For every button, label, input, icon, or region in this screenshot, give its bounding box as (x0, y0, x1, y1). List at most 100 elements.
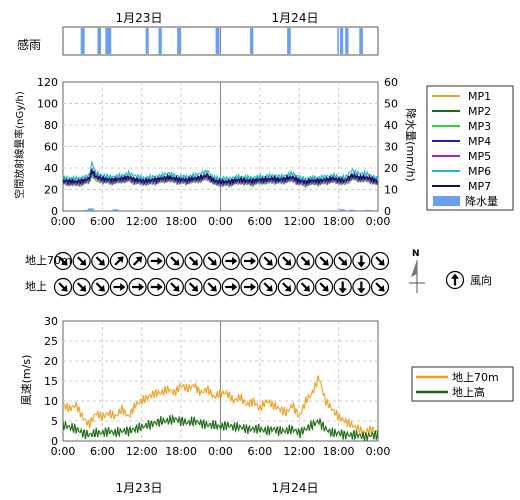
wind-arrow-r1-7-shaft (188, 282, 197, 290)
wind-arrow-r0-4-shaft (132, 258, 141, 266)
wind-arrow-r0-12-shaft (282, 256, 290, 264)
wind-arrow-r0-3-shaft (114, 258, 122, 266)
wind-arrow-r0-0 (53, 251, 73, 271)
wind-chart-xtick-2: 12:00 (126, 445, 158, 458)
wind-arrow-r1-6-shaft (170, 282, 178, 290)
wind-arrow-r1-5 (147, 277, 166, 297)
wind-arrow-r1-16-head (357, 288, 366, 294)
wind-arrow-r1-1 (72, 277, 91, 297)
wind-arrow-r1-8-shaft (207, 282, 215, 290)
wind-arrow-r1-8 (203, 277, 222, 297)
wind-arrow-r1-4 (128, 277, 147, 297)
wind-arrow-r0-11-head (266, 259, 273, 266)
wind-arrow-r0-11 (259, 251, 278, 271)
dose-chart-xtick-1: 6:00 (90, 215, 115, 228)
legend-swatch-rain (433, 196, 460, 206)
wind-arrow-r1-8-glyph (207, 282, 217, 292)
wind-arrow-r0-8-glyph (207, 256, 217, 266)
legend-label-rain: 降水量 (465, 194, 498, 208)
wind-arrow-r1-1-head (79, 285, 87, 292)
wind-arrow-r1-13 (296, 277, 315, 297)
wind-arrow-r0-9 (221, 251, 240, 271)
wind-arrow-r0-14 (314, 251, 334, 271)
wind-arrow-r0-16-head (357, 262, 366, 268)
dose-chart-ytick-4: 80 (44, 119, 58, 132)
wind-arrow-r1-3-glyph (113, 283, 126, 291)
rain-interval-8 (287, 28, 291, 54)
wind-arrow-r1-10-glyph (243, 283, 256, 291)
date-label-top-2: 1月24日 (272, 11, 319, 25)
wind-arrow-r1-16-glyph (357, 281, 366, 294)
dose-chart-bar-6 (322, 210, 329, 211)
dose-chart-bar-5 (230, 210, 237, 211)
wind-arrow-r1-9-head (232, 283, 238, 291)
wind-arrow-r0-6-head (172, 259, 180, 266)
wind-arrow-r1-14-shaft (319, 282, 327, 290)
dose-chart-xtick-2: 12:00 (126, 215, 158, 228)
wind-arrow-r0-9-glyph (225, 257, 238, 265)
wind-arrow-r0-7-shaft (188, 256, 197, 264)
legend-label-MP1: MP1 (468, 90, 491, 103)
wind-arrow-r1-11-shaft (263, 282, 271, 290)
wind-chart-xtick-4: 0:00 (208, 445, 233, 458)
wind-arrow-r1-15-head (338, 288, 347, 294)
wind-arrow-r0-12-glyph (282, 256, 292, 266)
wind-arrow-r0-13-glyph (300, 256, 311, 266)
wind-arrow-r1-7-glyph (188, 282, 199, 292)
wind-arrow-r1-2-glyph (95, 282, 105, 292)
wind-arrow-r1-13-glyph (300, 282, 311, 292)
dose-chart-xtick-3: 18:00 (165, 215, 197, 228)
north-compass-icon (409, 260, 425, 293)
wind-arrow-r0-17-head (378, 259, 385, 266)
legend-label-MP7: MP7 (468, 180, 491, 193)
wind-arrow-r0-0-glyph (58, 256, 68, 266)
wind-arrow-r0-5-head (157, 257, 163, 265)
wind-arrow-r1-15-glyph (338, 281, 347, 294)
wind-arrow-r0-7-head (191, 259, 199, 266)
dose-chart-series-MP7 (62, 169, 379, 186)
dose-chart-xtick-8: 0:00 (366, 215, 391, 228)
wind-arrow-r0-11-glyph (263, 256, 273, 266)
wind-arrow-r0-14-glyph (319, 256, 329, 266)
rain-sensor-strip (62, 26, 379, 56)
wind-chart-ytick-3: 15 (44, 375, 58, 388)
wind-dir-legend-arrow-head (451, 273, 459, 279)
rain-interval-10 (339, 28, 344, 54)
wind-chart-xtick-6: 12:00 (283, 445, 315, 458)
dose-chart-bar-1 (87, 208, 94, 211)
wind-arrow-r1-17-glyph (375, 282, 385, 292)
dose-chart-y2tick-0: 0 (384, 205, 391, 218)
wind-arrow-r1-5-glyph (150, 283, 163, 291)
wind-arrow-r0-17-shaft (375, 256, 383, 264)
wind-arrow-r1-1-glyph (76, 282, 87, 292)
wind-arrow-r1-4-glyph (132, 283, 145, 291)
dose-chart-xtick-7: 18:00 (323, 215, 355, 228)
wind-arrow-r0-17-glyph (375, 256, 385, 266)
legend-label-MP5: MP5 (468, 150, 491, 163)
rain-sensor-label: 感雨 (17, 37, 41, 52)
wind-arrow-r0-2 (91, 251, 110, 271)
wind-arrow-r0-1 (72, 251, 91, 271)
date-label-top-1: 1月23日 (116, 11, 163, 25)
wind-arrow-r0-16 (352, 251, 371, 271)
dose-chart-y2tick-2: 20 (384, 162, 398, 175)
wind-arrow-r0-0-head (61, 259, 68, 266)
wind-dir-row-label-2: 地上 (25, 280, 47, 293)
dose-chart-bar-7 (338, 209, 345, 211)
wind-legend-frame (411, 366, 514, 402)
wind-arrow-r0-9-head (232, 257, 238, 265)
dose-chart-y2tick-6: 60 (384, 76, 398, 89)
wind-arrow-r1-16 (352, 277, 371, 297)
rain-interval-2 (105, 28, 112, 54)
rain-interval-9 (337, 28, 339, 54)
wind-arrow-r1-10-head (250, 283, 256, 291)
wind-arrow-r1-12-glyph (282, 282, 292, 292)
wind-arrow-r1-6 (165, 277, 184, 297)
wind-arrow-r0-16-glyph (357, 255, 366, 268)
wind-arrow-r0-17 (370, 251, 390, 271)
rain-interval-3 (145, 28, 149, 54)
dose-chart-ytick-3: 60 (44, 141, 58, 154)
wind-arrow-r0-6-glyph (170, 256, 180, 266)
wind-arrow-r1-0-glyph (58, 282, 68, 292)
